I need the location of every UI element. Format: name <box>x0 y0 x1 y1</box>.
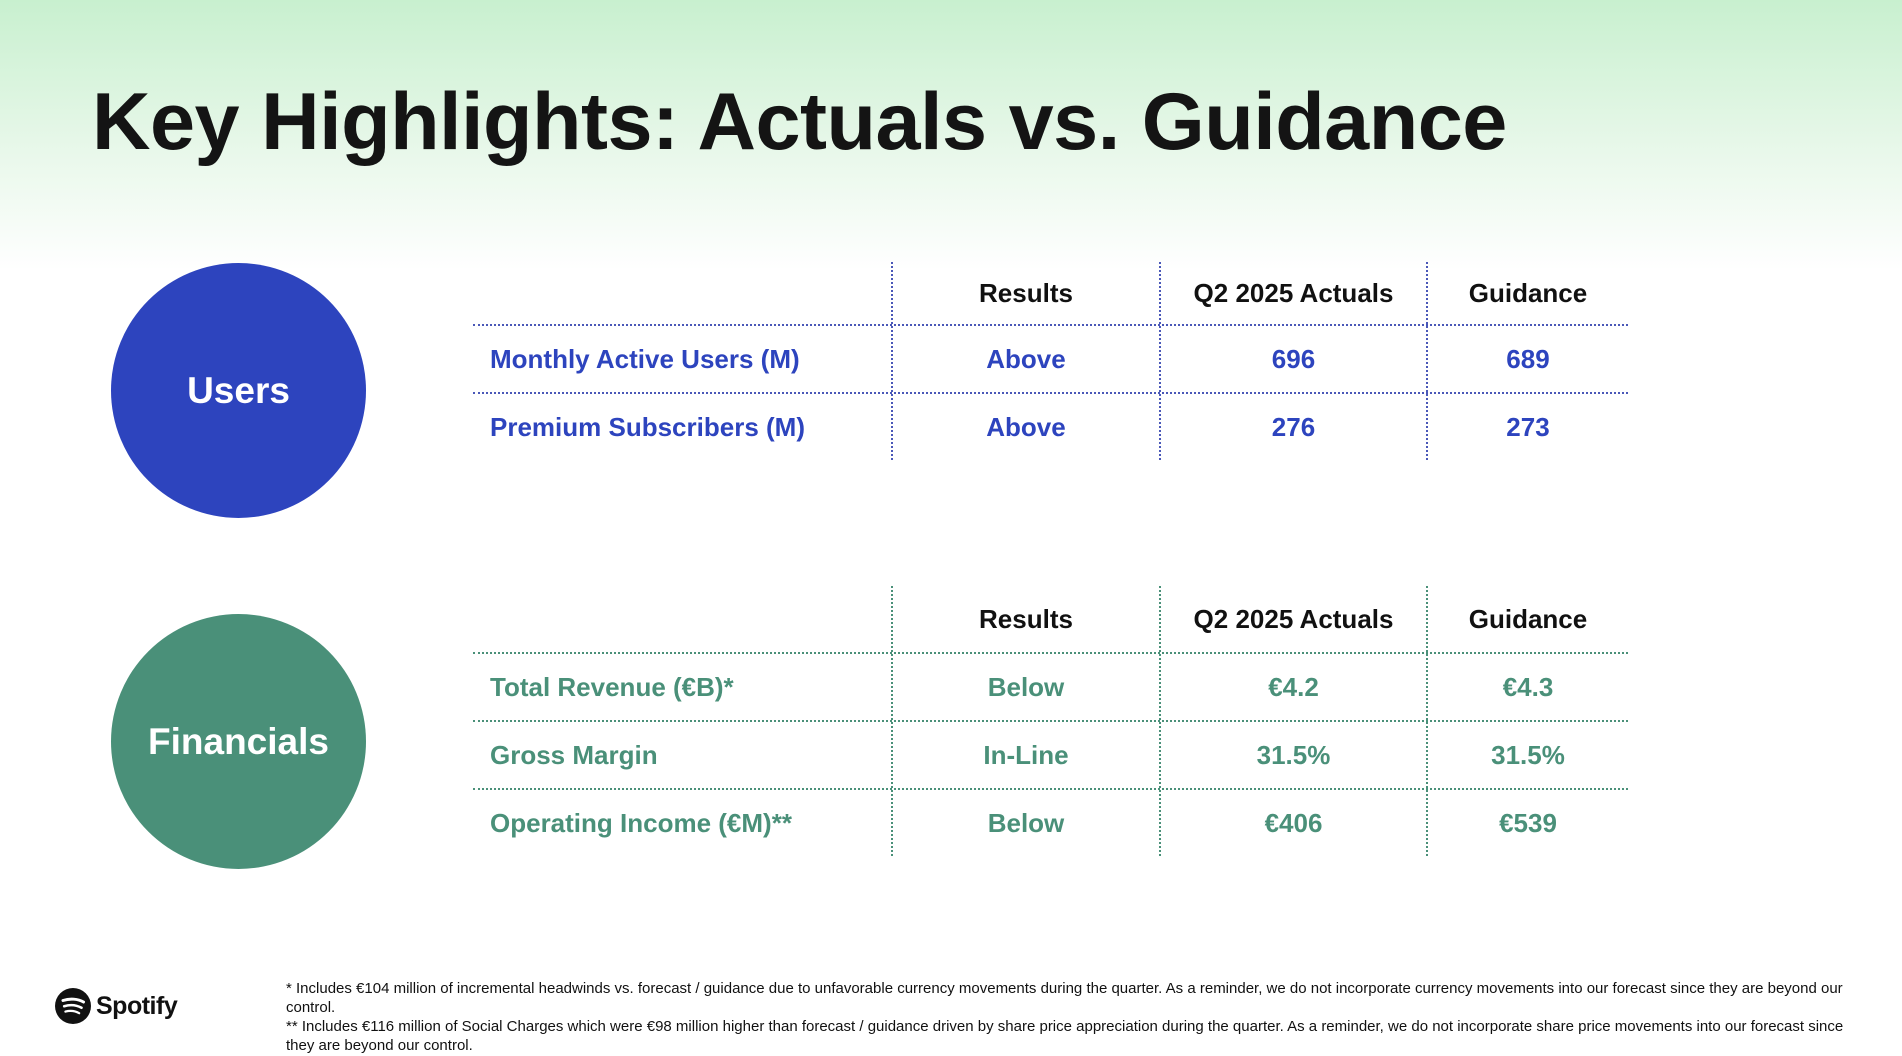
actual-value: €4.2 <box>1161 654 1428 720</box>
actual-value: 31.5% <box>1161 722 1428 788</box>
table-row: Total Revenue (€B)* Below €4.2 €4.3 <box>473 654 1628 722</box>
spotify-logo: Spotify <box>55 988 178 1024</box>
guidance-value: 31.5% <box>1491 739 1565 770</box>
result-value: Below <box>893 790 1161 856</box>
table-row: Gross Margin In-Line 31.5% 31.5% <box>473 722 1628 790</box>
footnotes: * Includes €104 million of incremental h… <box>286 979 1846 1055</box>
header-actuals: Q2 2025 Actuals <box>1161 262 1428 324</box>
header-guidance: Guidance <box>1468 277 1588 308</box>
footnote-1: * Includes €104 million of incremental h… <box>286 980 1843 1016</box>
metric-name: Total Revenue (€B)* <box>473 654 893 720</box>
page-title: Key Highlights: Actuals vs. Guidance <box>92 77 1507 167</box>
result-value: In-Line <box>893 722 1161 788</box>
users-circle-label: Users <box>187 369 290 411</box>
metric-name: Operating Income (€M)** <box>473 790 893 856</box>
table-header-row: Results Q2 2025 Actuals Guidance <box>473 262 1628 326</box>
table-row: Operating Income (€M)** Below €406 €539 <box>473 790 1628 856</box>
guidance-value: 273 <box>1506 411 1550 442</box>
financials-circle-label: Financials <box>148 720 329 762</box>
result-value: Below <box>893 654 1161 720</box>
header-results: Results <box>893 586 1161 652</box>
table-row: Premium Subscribers (M) Above 276 273 <box>473 394 1628 460</box>
header-actuals: Q2 2025 Actuals <box>1161 586 1428 652</box>
actual-value: 276 <box>1161 394 1428 460</box>
header-metric <box>473 586 893 652</box>
header-results: Results <box>893 262 1161 324</box>
result-value: Above <box>893 326 1161 392</box>
actual-value: 696 <box>1161 326 1428 392</box>
table-header-row: Results Q2 2025 Actuals Guidance <box>473 586 1628 654</box>
metric-name: Monthly Active Users (M) <box>473 326 893 392</box>
metric-name: Gross Margin <box>473 722 893 788</box>
guidance-value: €539 <box>1499 807 1557 838</box>
actual-value: €406 <box>1161 790 1428 856</box>
header-metric <box>473 262 893 324</box>
footnote-2: ** Includes €116 million of Social Charg… <box>286 1018 1844 1054</box>
financials-circle: Financials <box>111 614 366 869</box>
financials-table: Results Q2 2025 Actuals Guidance Total R… <box>473 586 1628 856</box>
guidance-value: €4.3 <box>1502 671 1554 702</box>
users-circle: Users <box>111 263 366 518</box>
table-row: Monthly Active Users (M) Above 696 689 <box>473 326 1628 394</box>
metric-name: Premium Subscribers (M) <box>473 394 893 460</box>
spotify-wordmark: Spotify <box>96 991 178 1020</box>
header-guidance: Guidance <box>1468 603 1588 634</box>
guidance-value: 689 <box>1506 343 1550 374</box>
users-table: Results Q2 2025 Actuals Guidance Monthly… <box>473 262 1628 460</box>
spotify-icon <box>55 988 91 1024</box>
result-value: Above <box>893 394 1161 460</box>
